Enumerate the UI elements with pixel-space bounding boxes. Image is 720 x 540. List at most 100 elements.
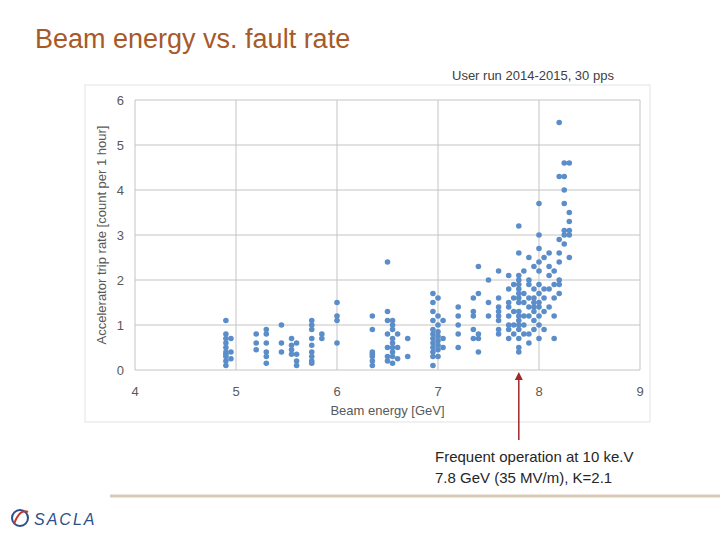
data-point — [294, 340, 300, 346]
data-point — [556, 291, 562, 297]
data-point — [521, 291, 527, 297]
data-point — [521, 331, 527, 337]
data-point — [551, 295, 557, 301]
data-point — [511, 331, 517, 337]
data-point — [506, 336, 512, 342]
footer-line — [110, 495, 720, 498]
data-point — [551, 268, 557, 274]
data-point — [546, 286, 552, 292]
data-point — [471, 295, 477, 301]
data-point — [526, 304, 532, 310]
data-point — [561, 232, 567, 238]
data-point — [567, 160, 573, 166]
data-point — [476, 336, 482, 342]
data-point — [506, 304, 512, 310]
annotation-text: 7.8 GeV (35 MV/m), K=2.1 — [435, 469, 612, 486]
data-point — [511, 282, 517, 288]
x-tick-label: 7 — [434, 384, 441, 399]
data-point — [430, 354, 436, 360]
data-point — [334, 340, 340, 346]
data-point — [526, 282, 532, 288]
data-point — [561, 160, 567, 166]
y-tick-label: 3 — [117, 228, 124, 243]
data-point — [556, 259, 562, 265]
data-point — [521, 322, 527, 328]
data-point — [531, 309, 537, 315]
chart-frame — [85, 85, 650, 422]
x-axis-title: Beam energy [GeV] — [330, 403, 444, 418]
logo-swoosh — [14, 511, 28, 524]
data-point — [541, 295, 547, 301]
data-point — [546, 264, 552, 270]
subtitle: User run 2014-2015, 30 pps — [452, 68, 614, 83]
data-point — [455, 313, 461, 319]
data-point — [526, 295, 532, 301]
x-grid-line — [640, 100, 641, 370]
data-point — [435, 295, 441, 301]
data-point — [531, 264, 537, 270]
annotation-arrow — [518, 379, 520, 440]
data-point — [430, 363, 436, 369]
data-point — [440, 336, 446, 342]
data-point — [289, 336, 295, 342]
data-point — [486, 300, 492, 306]
data-point — [385, 259, 391, 265]
data-point — [385, 345, 391, 351]
data-point — [435, 347, 441, 353]
data-point — [294, 363, 300, 369]
data-point — [556, 120, 562, 126]
y-tick-label: 4 — [117, 183, 124, 198]
data-point — [253, 331, 259, 337]
data-point — [253, 347, 259, 353]
data-point — [536, 304, 542, 310]
grid — [135, 100, 640, 370]
x-tick-label: 8 — [535, 384, 542, 399]
slide: Beam energy vs. fault rateUser run 2014-… — [0, 0, 720, 540]
data-point — [405, 354, 411, 360]
data-point — [511, 322, 517, 328]
annotation-text: Frequent operation at 10 ke.V — [435, 448, 633, 465]
data-point — [264, 340, 270, 346]
data-point — [551, 313, 557, 319]
data-point — [536, 268, 542, 274]
logo-text: SACLA — [34, 511, 96, 528]
data-point — [385, 358, 391, 364]
data-point — [455, 331, 461, 337]
data-point — [334, 318, 340, 324]
y-tick-label: 6 — [117, 93, 124, 108]
y-grid-line — [135, 280, 640, 281]
data-point — [370, 313, 376, 319]
data-point — [567, 210, 573, 216]
data-point — [536, 259, 542, 265]
x-tick-label: 6 — [333, 384, 340, 399]
data-point — [516, 327, 522, 333]
x-grid-line — [135, 100, 136, 370]
data-point — [536, 336, 542, 342]
y-grid-line — [135, 100, 640, 101]
data-point — [526, 331, 532, 337]
data-point — [521, 313, 527, 319]
data-point — [536, 313, 542, 319]
data-point — [385, 331, 391, 337]
data-point — [536, 282, 542, 288]
y-axis-title: Accelerator trip rate [count per 1 hour] — [94, 126, 109, 345]
data-point — [319, 336, 325, 342]
data-point — [309, 336, 315, 342]
data-point — [551, 282, 557, 288]
x-grid-line — [236, 100, 237, 370]
data-point — [430, 318, 436, 324]
data-point — [506, 327, 512, 333]
data-point — [561, 187, 567, 193]
data-point — [228, 356, 234, 362]
y-grid-line — [135, 325, 640, 326]
data-point — [476, 349, 482, 355]
data-point — [279, 322, 285, 328]
data-point — [561, 201, 567, 207]
data-point — [541, 255, 547, 261]
data-point — [496, 268, 502, 274]
data-point — [506, 273, 512, 279]
data-point — [546, 250, 552, 256]
logo-mark — [12, 510, 28, 526]
data-point — [395, 345, 401, 351]
data-point — [506, 313, 512, 319]
